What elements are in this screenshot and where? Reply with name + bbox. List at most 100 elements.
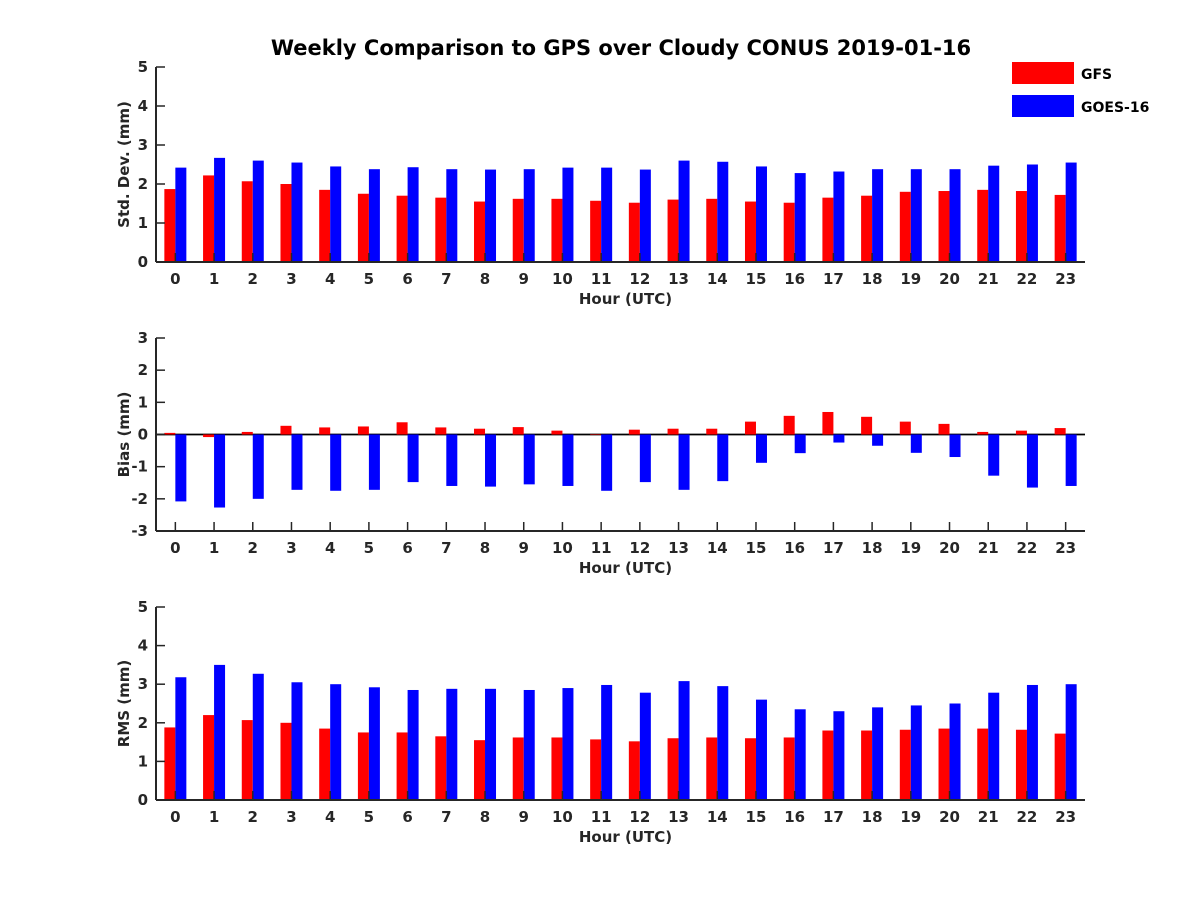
stddev-bar-gfs-16 <box>783 202 795 262</box>
stddev-y-axis-label: Std. Dev. (mm) <box>115 101 133 228</box>
stddev-ytick-label-0: 0 <box>138 253 148 271</box>
stddev-bar-goes16-17 <box>833 171 845 262</box>
bias-bar-goes16-22 <box>1026 434 1038 488</box>
bias-bar-gfs-18 <box>861 416 873 435</box>
stddev-bar-gfs-5 <box>357 193 369 262</box>
rms-bar-goes16-11 <box>601 684 613 800</box>
bias-ytick-label-6: 3 <box>138 329 148 347</box>
stddev-bar-gfs-18 <box>861 195 873 262</box>
rms-bar-gfs-19 <box>899 729 911 800</box>
bias-ytick-label-2: -1 <box>131 458 148 476</box>
bias-bar-goes16-7 <box>446 434 458 486</box>
bias-xtick-label-5: 5 <box>364 539 374 557</box>
rms-bar-gfs-14 <box>706 737 718 800</box>
legend-swatch-gfs <box>1012 62 1074 84</box>
rms-bar-gfs-12 <box>628 741 640 800</box>
stddev-bar-goes16-1 <box>214 157 226 262</box>
stddev-bar-goes16-19 <box>910 169 922 262</box>
bias-bar-gfs-17 <box>822 411 834 435</box>
stddev-xtick-label-15: 15 <box>746 270 767 288</box>
stddev-bar-gfs-13 <box>667 199 679 262</box>
bias-bar-goes16-8 <box>485 434 497 487</box>
bias-xtick-label-20: 20 <box>939 539 960 557</box>
stddev-bar-gfs-7 <box>435 197 447 262</box>
rms-xtick-label-13: 13 <box>668 808 689 826</box>
bias-bar-goes16-16 <box>794 434 806 454</box>
stddev-xtick-label-6: 6 <box>402 270 412 288</box>
rms-xtick-label-15: 15 <box>746 808 767 826</box>
stddev-bar-gfs-17 <box>822 197 834 262</box>
rms-ytick-label-4: 4 <box>138 637 148 655</box>
bias-bar-gfs-6 <box>396 422 408 435</box>
bias-bar-goes16-17 <box>833 434 845 443</box>
stddev-xtick-label-23: 23 <box>1055 270 1076 288</box>
legend: GFS GOES-16 <box>1012 62 1149 117</box>
rms-bar-goes16-21 <box>988 692 1000 800</box>
bias-xtick-label-17: 17 <box>823 539 844 557</box>
bias-xtick-label-2: 2 <box>248 539 258 557</box>
rms-bar-gfs-22 <box>1015 729 1027 800</box>
bias-bar-goes16-5 <box>368 434 380 490</box>
stddev-bar-goes16-21 <box>988 165 1000 262</box>
stddev-xtick-label-1: 1 <box>209 270 219 288</box>
bias-bar-goes16-9 <box>523 434 535 485</box>
bias-ytick-label-3: 0 <box>138 426 148 444</box>
rms-y-axis-label: RMS (mm) <box>115 660 133 747</box>
stddev-bar-goes16-2 <box>252 160 264 262</box>
stddev-bar-gfs-8 <box>474 201 486 262</box>
stddev-bar-goes16-15 <box>755 166 767 262</box>
rms-bar-gfs-21 <box>977 728 989 800</box>
rms-bar-goes16-20 <box>949 703 961 800</box>
bias-bar-goes16-19 <box>910 434 922 453</box>
rms-bar-gfs-10 <box>551 737 563 800</box>
bias-bar-gfs-11 <box>590 434 602 435</box>
stddev-ytick-label-5: 5 <box>138 58 148 76</box>
stddev-xtick-label-18: 18 <box>862 270 883 288</box>
bias-bar-gfs-21 <box>977 431 989 435</box>
stddev-bar-goes16-10 <box>562 167 574 262</box>
rms-bar-goes16-0 <box>175 677 187 800</box>
bias-xtick-label-10: 10 <box>552 539 573 557</box>
rms-bar-gfs-18 <box>861 730 873 800</box>
bias-bar-goes16-13 <box>678 434 690 490</box>
rms-bar-goes16-1 <box>214 664 226 800</box>
bias-bar-goes16-6 <box>407 434 419 483</box>
stddev-bar-gfs-4 <box>319 189 331 262</box>
stddev-bar-goes16-22 <box>1026 164 1038 262</box>
rms-bar-goes16-5 <box>368 687 380 800</box>
stddev-xtick-label-3: 3 <box>286 270 296 288</box>
bias-bar-goes16-0 <box>175 434 187 502</box>
stddev-xtick-label-5: 5 <box>364 270 374 288</box>
bias-bar-goes16-23 <box>1065 434 1077 486</box>
bias-bar-goes16-1 <box>214 434 226 508</box>
bias-xtick-label-8: 8 <box>480 539 490 557</box>
chart-title: Weekly Comparison to GPS over Cloudy CON… <box>271 36 971 60</box>
stddev-bar-goes16-9 <box>523 169 535 262</box>
stddev-ytick-label-2: 2 <box>138 175 148 193</box>
bias-bar-gfs-10 <box>551 430 563 435</box>
stddev-bar-goes16-14 <box>717 161 729 262</box>
stddev-bar-gfs-15 <box>744 201 756 262</box>
stddev-bar-gfs-23 <box>1054 194 1066 262</box>
bias-xtick-label-13: 13 <box>668 539 689 557</box>
stddev-xtick-label-12: 12 <box>629 270 650 288</box>
stddev-xtick-label-16: 16 <box>784 270 805 288</box>
stddev-bar-gfs-12 <box>628 202 640 262</box>
stddev-bar-goes16-3 <box>291 162 303 262</box>
rms-xtick-label-11: 11 <box>591 808 612 826</box>
rms-xtick-label-19: 19 <box>900 808 921 826</box>
bias-bar-gfs-3 <box>280 425 292 435</box>
stddev-bar-goes16-18 <box>872 169 884 262</box>
rms-bar-goes16-15 <box>755 699 767 800</box>
rms-bar-goes16-14 <box>717 686 729 800</box>
stddev-bar-gfs-0 <box>164 189 176 262</box>
stddev-ytick-label-3: 3 <box>138 136 148 154</box>
stddev-bar-goes16-11 <box>601 167 613 262</box>
rms-bar-gfs-23 <box>1054 733 1066 800</box>
bias-bar-goes16-3 <box>291 434 303 490</box>
rms-xtick-label-6: 6 <box>402 808 412 826</box>
stddev-bar-goes16-6 <box>407 167 419 262</box>
